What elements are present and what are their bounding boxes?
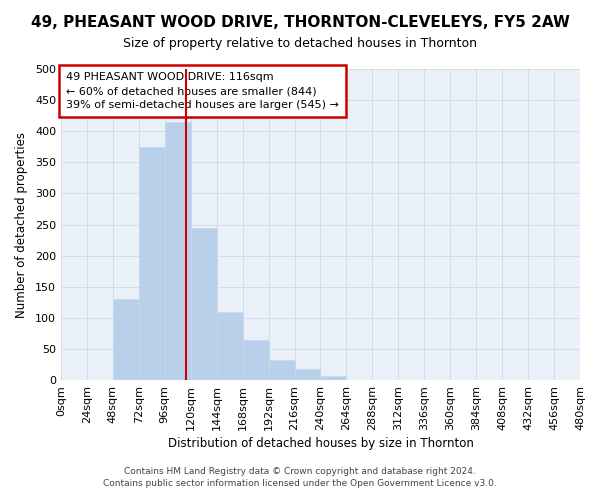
Bar bbox=[165, 122, 191, 380]
Bar bbox=[191, 228, 217, 380]
X-axis label: Distribution of detached houses by size in Thornton: Distribution of detached houses by size … bbox=[167, 437, 473, 450]
Y-axis label: Number of detached properties: Number of detached properties bbox=[15, 132, 28, 318]
Bar bbox=[113, 299, 139, 380]
Bar bbox=[242, 340, 269, 380]
Bar bbox=[139, 147, 165, 380]
Text: 49 PHEASANT WOOD DRIVE: 116sqm
← 60% of detached houses are smaller (844)
39% of: 49 PHEASANT WOOD DRIVE: 116sqm ← 60% of … bbox=[66, 72, 339, 110]
Bar bbox=[217, 312, 242, 380]
Bar bbox=[320, 376, 346, 380]
Bar bbox=[295, 370, 320, 380]
Bar bbox=[269, 360, 295, 380]
Text: Size of property relative to detached houses in Thornton: Size of property relative to detached ho… bbox=[123, 38, 477, 51]
Text: 49, PHEASANT WOOD DRIVE, THORNTON-CLEVELEYS, FY5 2AW: 49, PHEASANT WOOD DRIVE, THORNTON-CLEVEL… bbox=[31, 15, 569, 30]
Text: Contains HM Land Registry data © Crown copyright and database right 2024.
Contai: Contains HM Land Registry data © Crown c… bbox=[103, 466, 497, 487]
